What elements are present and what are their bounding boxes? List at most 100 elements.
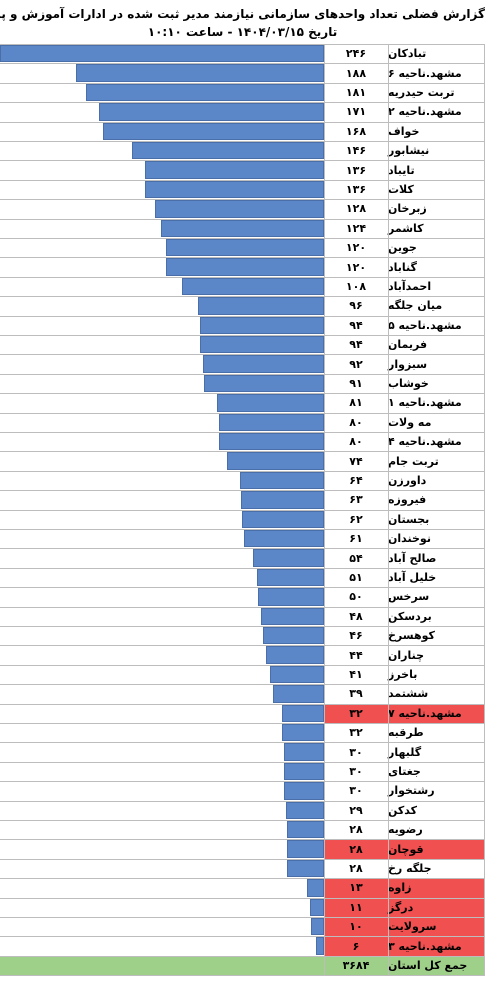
data-label: ۹۶ xyxy=(349,299,363,313)
category-label: جوین xyxy=(388,241,417,255)
row-divider xyxy=(0,800,485,802)
category-label: احمدآباد xyxy=(388,279,432,293)
category-label: باخرز xyxy=(388,667,418,681)
bar xyxy=(218,433,324,451)
bar xyxy=(266,646,324,664)
data-label: ۲۸ xyxy=(349,861,363,875)
data-label: ۱۲۰ xyxy=(345,260,367,274)
row-divider xyxy=(0,664,485,666)
bar xyxy=(85,83,324,102)
row-divider xyxy=(0,703,485,705)
data-label: ۲۸ xyxy=(324,839,388,859)
data-label: ۱۶۸ xyxy=(345,124,367,138)
row-divider xyxy=(0,179,485,181)
row-divider xyxy=(0,490,485,492)
row-divider xyxy=(0,917,485,918)
bar xyxy=(0,45,324,63)
data-label: ۹۴ xyxy=(349,338,363,352)
category-label: کاشمر xyxy=(388,221,424,235)
row-divider xyxy=(0,82,485,84)
row-divider xyxy=(0,781,485,783)
row-divider xyxy=(0,218,485,220)
data-label: ۹۲ xyxy=(349,357,363,371)
data-label: ۱۰ xyxy=(324,917,388,937)
bar xyxy=(226,452,324,470)
row-divider xyxy=(0,160,485,162)
data-label: ۶۴ xyxy=(349,473,363,487)
category-label: نیشابور xyxy=(388,144,430,158)
report-date: تاریخ ۱۴۰۴/۰۳/۱۵ - ساعت ۱۰:۱۰ xyxy=(147,25,338,39)
row-divider xyxy=(0,141,485,142)
bar xyxy=(285,801,324,819)
data-label: ۳۲ xyxy=(349,726,363,740)
category-label: خواف xyxy=(388,124,420,138)
category-label: سرخس xyxy=(388,590,430,604)
bar xyxy=(242,510,324,528)
row-divider xyxy=(0,897,485,899)
bar xyxy=(144,180,324,199)
data-label: ۳۲ xyxy=(324,703,388,723)
category-label: طرقبه xyxy=(388,726,424,740)
row-divider xyxy=(0,276,485,278)
data-label: ۱۱ xyxy=(324,897,388,917)
bar xyxy=(218,413,324,431)
data-label: ۴۱ xyxy=(349,667,363,681)
data-label: ۸۰ xyxy=(349,435,363,449)
row-divider xyxy=(0,44,485,45)
bar xyxy=(258,588,324,606)
category-label: گناباد xyxy=(388,260,417,274)
bar xyxy=(306,879,324,897)
data-label: ۵۴ xyxy=(349,551,363,565)
data-label: ۲۹ xyxy=(349,803,363,817)
data-label: ۸۱ xyxy=(349,396,363,410)
row-divider xyxy=(0,121,485,123)
column-divider xyxy=(324,44,325,976)
data-label: ۸۰ xyxy=(349,415,363,429)
row-divider xyxy=(0,567,485,569)
bar xyxy=(98,103,324,121)
row-divider xyxy=(0,257,485,259)
category-label: تایباد xyxy=(388,163,415,177)
category-label: گلبهار xyxy=(388,745,422,759)
category-label: مشهد.ناحیه ۷ xyxy=(388,703,485,723)
row-divider xyxy=(0,878,485,880)
bar xyxy=(284,782,324,800)
row-divider xyxy=(0,858,485,860)
data-label: ۱۳ xyxy=(324,878,388,898)
row-divider xyxy=(0,975,485,977)
data-label: ۱۸۸ xyxy=(345,66,367,80)
bar xyxy=(256,568,324,587)
data-label: ۴۶ xyxy=(349,629,363,643)
category-label: صالح آباد xyxy=(388,551,437,565)
data-label: ۳۰ xyxy=(349,764,363,778)
bar xyxy=(131,142,324,160)
row-divider xyxy=(0,296,485,298)
bar xyxy=(181,277,324,296)
data-label: ۶۲ xyxy=(349,512,363,526)
data-label: ۱۷۱ xyxy=(345,105,367,119)
row-divider xyxy=(0,63,485,65)
bar xyxy=(309,898,324,916)
category-label: مه ولات xyxy=(388,415,432,429)
row-divider xyxy=(0,432,485,433)
row-divider xyxy=(0,238,485,239)
category-label: کوهسرخ xyxy=(388,629,435,643)
total-label: جمع کل استان xyxy=(388,958,468,972)
category-label: خوشاب xyxy=(388,376,429,390)
bar xyxy=(160,219,324,237)
row-divider xyxy=(0,820,485,821)
bar xyxy=(252,549,324,567)
category-label: رضویه xyxy=(388,823,423,837)
row-divider xyxy=(0,412,485,414)
bar xyxy=(287,859,324,878)
row-divider xyxy=(0,761,485,763)
data-label: ۲۸ xyxy=(349,823,363,837)
bar xyxy=(316,937,324,955)
category-label: قوچان xyxy=(388,839,485,859)
data-label: ۳۹ xyxy=(349,687,363,701)
category-label: مشهد.ناحیه ۱ xyxy=(388,396,462,410)
row-divider xyxy=(0,102,485,104)
row-divider xyxy=(0,315,485,317)
row-divider xyxy=(0,335,485,336)
bar xyxy=(260,607,324,625)
